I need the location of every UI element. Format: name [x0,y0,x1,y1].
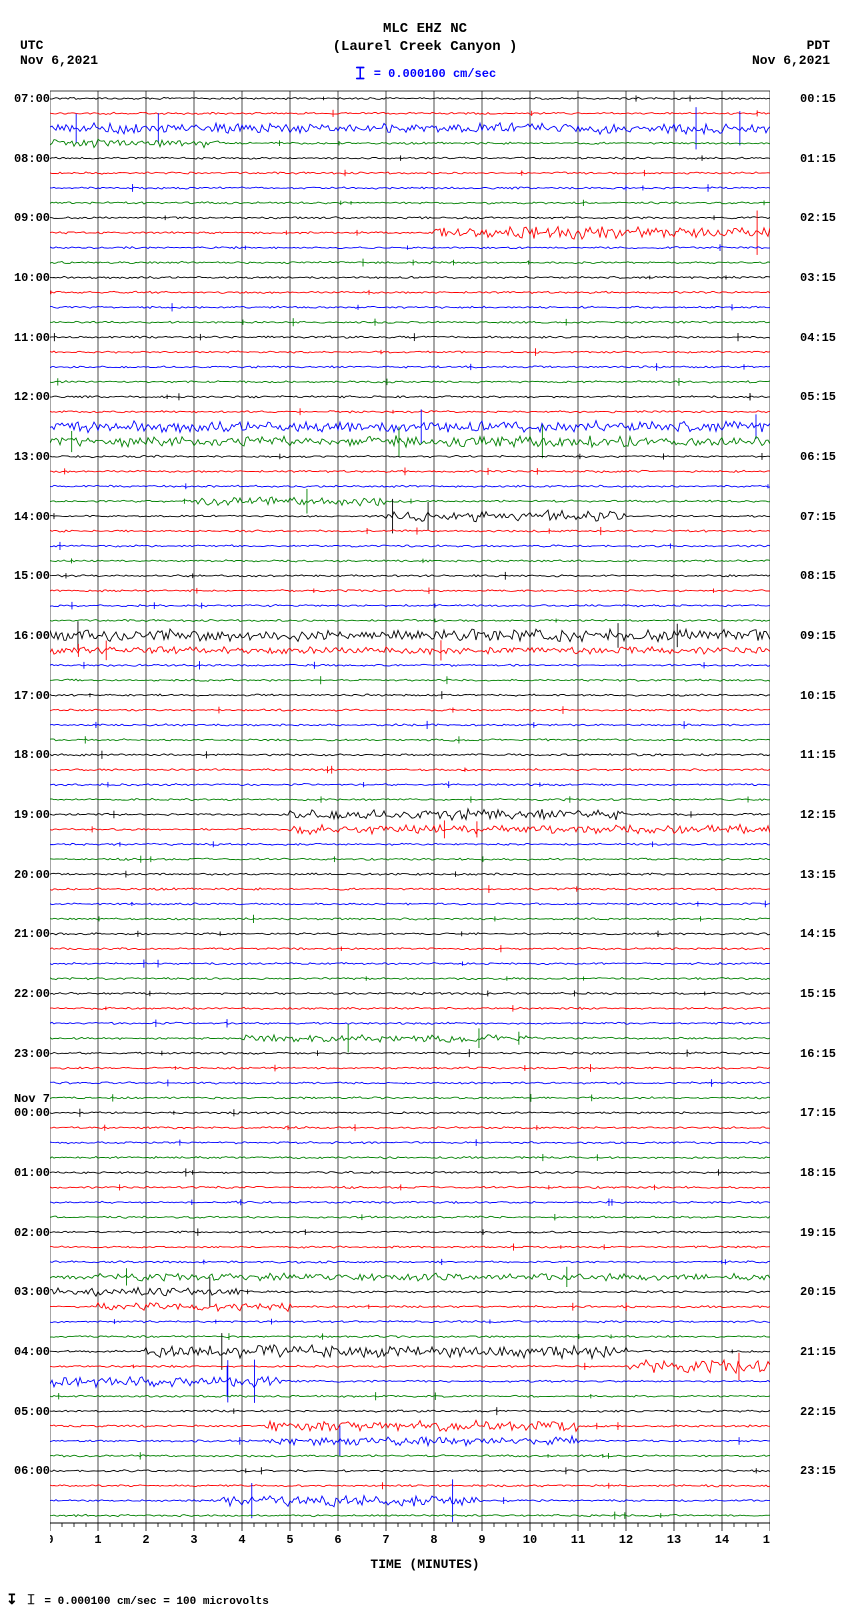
y-right-label: 05:15 [800,391,836,403]
second-day-label: Nov 7 [14,1093,50,1105]
svg-text:13: 13 [667,1533,681,1547]
svg-text:1: 1 [94,1533,101,1547]
y-right-label: 21:15 [800,1346,836,1358]
left-date: Nov 6,2021 [20,53,98,68]
svg-text:7: 7 [382,1533,389,1547]
y-left-label: 04:00 [14,1346,50,1358]
y-left-label: 03:00 [14,1286,50,1298]
y-right-label: 07:15 [800,511,836,523]
left-timezone-block: UTC Nov 6,2021 [20,38,98,68]
y-left-label: 15:00 [14,570,50,582]
svg-text:4: 4 [238,1533,245,1547]
y-left-label: 00:00 [14,1107,50,1119]
title-line-1: MLC EHZ NC [0,20,850,38]
left-tz: UTC [20,38,98,53]
svg-text:6: 6 [334,1533,341,1547]
y-left-label: 17:00 [14,690,50,702]
svg-text:10: 10 [523,1533,537,1547]
svg-text:5: 5 [286,1533,293,1547]
y-right-label: 18:15 [800,1167,836,1179]
y-left-label: 16:00 [14,630,50,642]
y-left-label: 18:00 [14,749,50,761]
y-left-label: 01:00 [14,1167,50,1179]
chart-header: MLC EHZ NC (Laurel Creek Canyon ) 𝙸 = 0.… [0,0,850,83]
y-right-label: 20:15 [800,1286,836,1298]
title-line-2: (Laurel Creek Canyon ) [0,38,850,56]
y-right-label: 09:15 [800,630,836,642]
y-left-label: 23:00 [14,1048,50,1060]
y-right-label: 01:15 [800,153,836,165]
seismogram-svg: 0123456789101112131415 [50,83,770,1553]
y-left-label: 08:00 [14,153,50,165]
y-right-label: 03:15 [800,272,836,284]
svg-text:3: 3 [190,1533,197,1547]
x-axis-label: TIME (MINUTES) [0,1557,850,1572]
right-tz: PDT [752,38,830,53]
y-right-label: 14:15 [800,928,836,940]
svg-text:11: 11 [571,1533,585,1547]
y-right-label: 06:15 [800,451,836,463]
y-left-label: 13:00 [14,451,50,463]
y-right-label: 17:15 [800,1107,836,1119]
y-right-label: 15:15 [800,988,836,1000]
y-right-label: 12:15 [800,809,836,821]
right-timezone-block: PDT Nov 6,2021 [752,38,830,68]
y-right-label: 02:15 [800,212,836,224]
svg-text:0: 0 [50,1533,54,1547]
y-right-label: 08:15 [800,570,836,582]
y-left-label: 09:00 [14,212,50,224]
y-right-label: 11:15 [800,749,836,761]
y-right-label: 04:15 [800,332,836,344]
svg-text:2: 2 [142,1533,149,1547]
y-left-label: 14:00 [14,511,50,523]
svg-text:15: 15 [763,1533,770,1547]
y-left-label: 20:00 [14,869,50,881]
right-date: Nov 6,2021 [752,53,830,68]
y-left-label: 02:00 [14,1227,50,1239]
y-left-label: 10:00 [14,272,50,284]
y-right-label: 16:15 [800,1048,836,1060]
svg-text:14: 14 [715,1533,729,1547]
y-left-label: 22:00 [14,988,50,1000]
svg-text:9: 9 [478,1533,485,1547]
footer-scale-note: ↧ 𝙸 = 0.000100 cm/sec = 100 microvolts [0,1572,850,1619]
scale-legend: 𝙸 = 0.000100 cm/sec [0,62,850,83]
y-left-label: 07:00 [14,93,50,105]
y-right-label: 00:15 [800,93,836,105]
y-left-label: 05:00 [14,1406,50,1418]
y-right-label: 19:15 [800,1227,836,1239]
y-axis-left: 07:00 08:00 09:00 10:00 11:00 12:00 13:00 14:00… [6,83,50,1553]
y-left-label: 06:00 [14,1465,50,1477]
y-left-label: 19:00 [14,809,50,821]
y-left-label: 11:00 [14,332,50,344]
y-right-label: 13:15 [800,869,836,881]
svg-text:12: 12 [619,1533,633,1547]
y-right-label: 22:15 [800,1406,836,1418]
y-left-label: 12:00 [14,391,50,403]
seismogram-plot-area: 07:00 08:00 09:00 10:00 11:00 12:00 13:00 14:00… [0,83,850,1553]
y-axis-right: 00:15 01:15 02:15 03:15 04:15 05:15 06:15 07:15… [800,83,844,1553]
y-left-label: 21:00 [14,928,50,940]
y-right-label: 23:15 [800,1465,836,1477]
svg-text:8: 8 [430,1533,437,1547]
y-right-label: 10:15 [800,690,836,702]
